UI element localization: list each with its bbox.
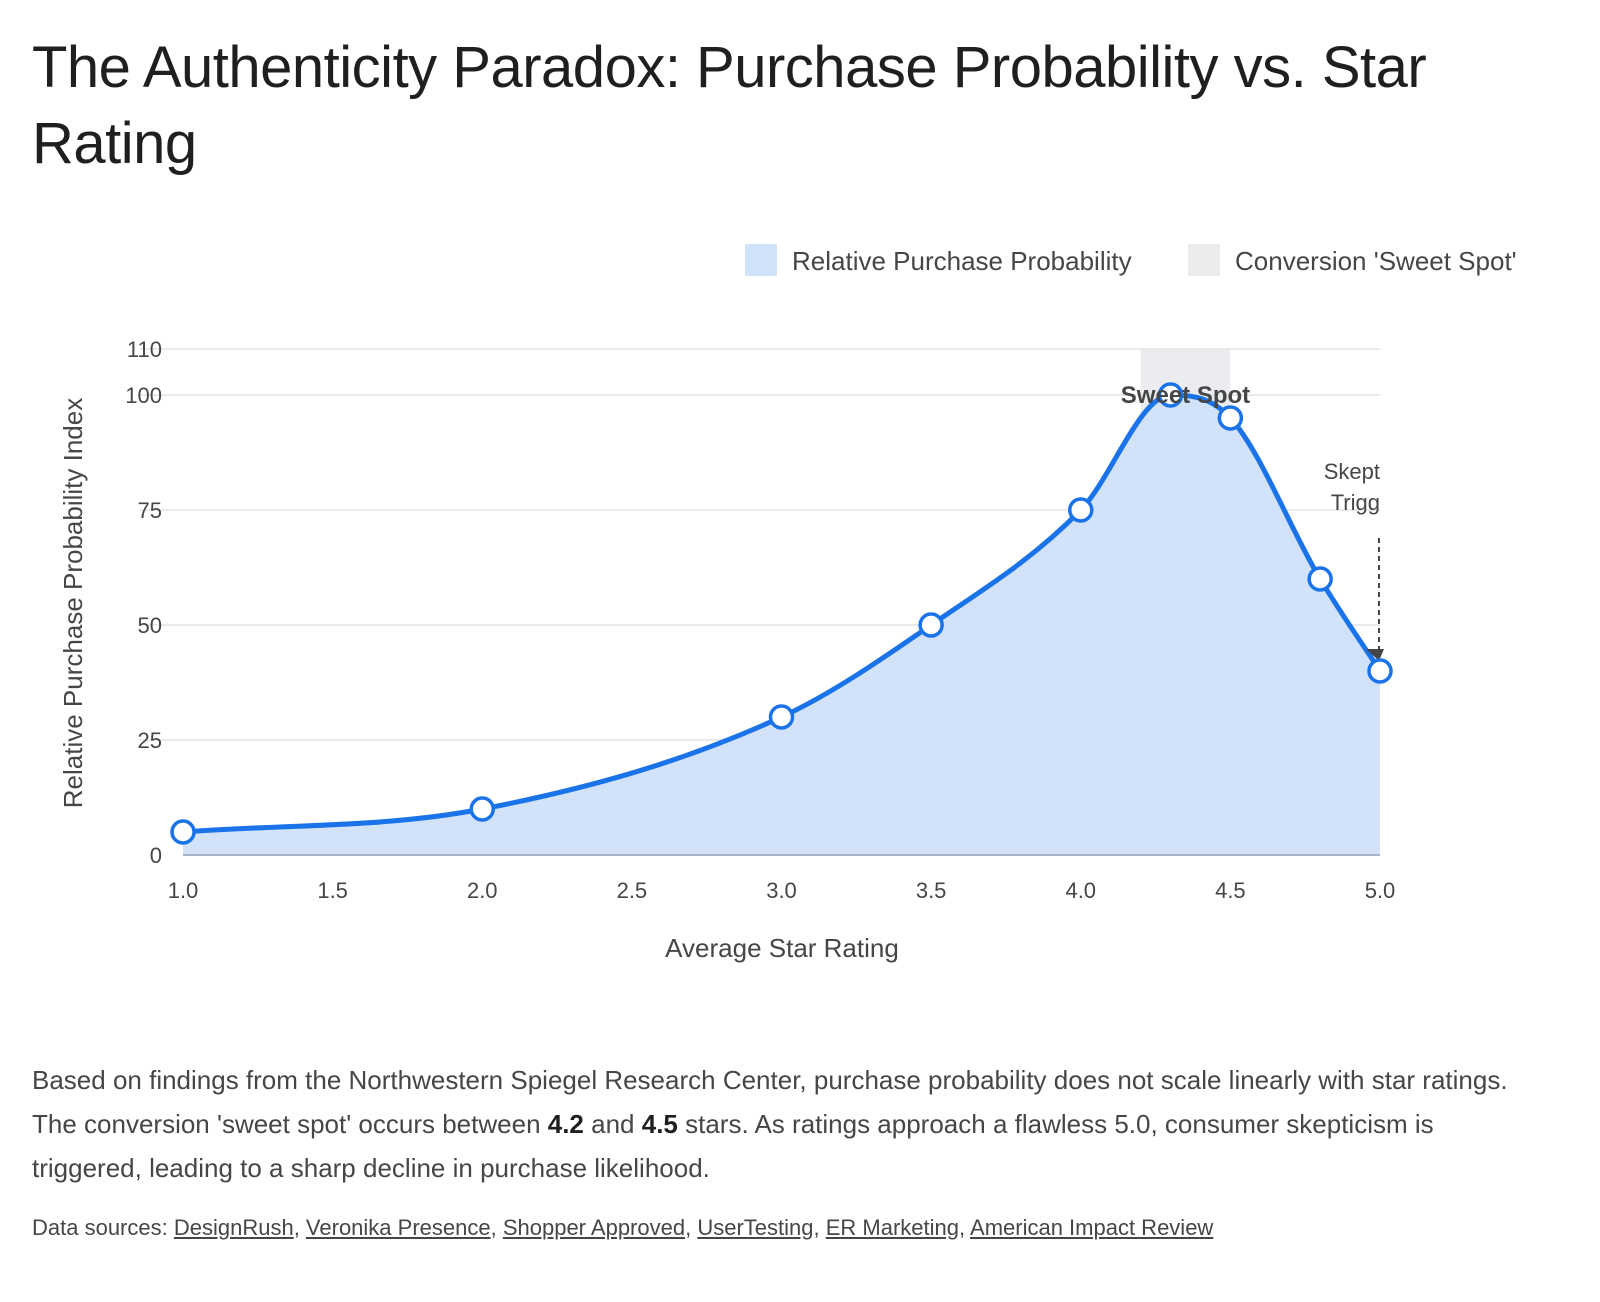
x-tick-label-1.5: 1.5 [317, 878, 348, 903]
data-point-1 [170, 819, 196, 845]
y-tick-label-75: 75 [138, 498, 162, 523]
description-bold-upper: 4.5 [641, 1109, 678, 1139]
data-points [170, 382, 1393, 845]
data-point-4.5 [1217, 405, 1244, 431]
sources-prefix: Data sources: [32, 1215, 174, 1240]
x-axis-ticks: 1.0 1.5 2.0 2.5 3.0 3.5 4.0 4.5 5.0 [168, 878, 1396, 903]
sweet-spot-label: Sweet Spot [1121, 382, 1250, 409]
x-tick-label-4.5: 4.5 [1215, 878, 1246, 903]
y-tick-label-25: 25 [138, 728, 162, 753]
legend-label-sweet-spot: Conversion 'Sweet Spot' [1235, 246, 1517, 276]
callout-label-line-1: Skept [1324, 459, 1380, 484]
x-tick-label-3.0: 3.0 [766, 878, 797, 903]
data-point-4 [1068, 497, 1094, 523]
source-link-shopper-approved[interactable]: Shopper Approved [502, 1215, 686, 1240]
x-tick-label-4.0: 4.0 [1065, 878, 1096, 903]
source-link-designrush[interactable]: DesignRush [173, 1215, 294, 1240]
chart: Relative Purchase Probability Conversion… [58, 244, 1517, 963]
y-tick-label-100: 100 [125, 383, 162, 408]
y-tick-label-50: 50 [138, 613, 162, 638]
data-point-5 [1367, 658, 1393, 684]
y-tick-label-110: 110 [127, 337, 162, 362]
source-link-er-marketing[interactable]: ER Marketing [825, 1215, 959, 1240]
y-axis-title: Relative Purchase Probability Index [58, 398, 88, 808]
x-tick-label-5.0: 5.0 [1365, 878, 1396, 903]
x-tick-label-1.0: 1.0 [168, 878, 199, 903]
data-sources: Data sources: DesignRush, Veronika Prese… [32, 1215, 1214, 1240]
skepticism-callout: Skept Trigg [1324, 459, 1384, 661]
data-point-4.8 [1307, 566, 1333, 592]
chart-description: Based on findings from the Northwestern … [32, 1058, 1532, 1190]
legend: Relative Purchase Probability Conversion… [745, 244, 1517, 276]
description-text-1: Based on findings from the Northwestern … [32, 1065, 1508, 1139]
legend-label-probability: Relative Purchase Probability [792, 246, 1132, 276]
description-bold-lower: 4.2 [547, 1109, 584, 1139]
y-axis-ticks: 0 25 50 75 100 110 [125, 337, 162, 868]
source-link-american-impact-review[interactable]: American Impact Review [970, 1215, 1214, 1240]
legend-swatch-sweet-spot [1188, 244, 1220, 276]
callout-arrow-head [1366, 649, 1384, 661]
legend-swatch-probability [745, 244, 777, 276]
data-point-3.5 [918, 612, 944, 638]
x-tick-label-3.5: 3.5 [916, 878, 947, 903]
data-point-3 [768, 704, 795, 730]
x-tick-label-2.0: 2.0 [467, 878, 498, 903]
data-point-4.3 [1157, 382, 1184, 408]
description-text-3: stars. As ratings approach a flawless 5.… [32, 1109, 1434, 1183]
callout-label-line-2: Trigg [1331, 490, 1380, 515]
y-tick-label-0: 0 [150, 843, 162, 868]
data-point-2 [469, 796, 495, 822]
x-tick-label-2.5: 2.5 [617, 878, 648, 903]
x-axis-title: Average Star Rating [665, 933, 899, 963]
source-link-usertesting[interactable]: UserTesting [697, 1215, 814, 1240]
description-text-2: and [583, 1109, 642, 1139]
page-title: The Authenticity Paradox: Purchase Proba… [32, 35, 1427, 176]
source-link-veronika-presence[interactable]: Veronika Presence [305, 1215, 491, 1240]
